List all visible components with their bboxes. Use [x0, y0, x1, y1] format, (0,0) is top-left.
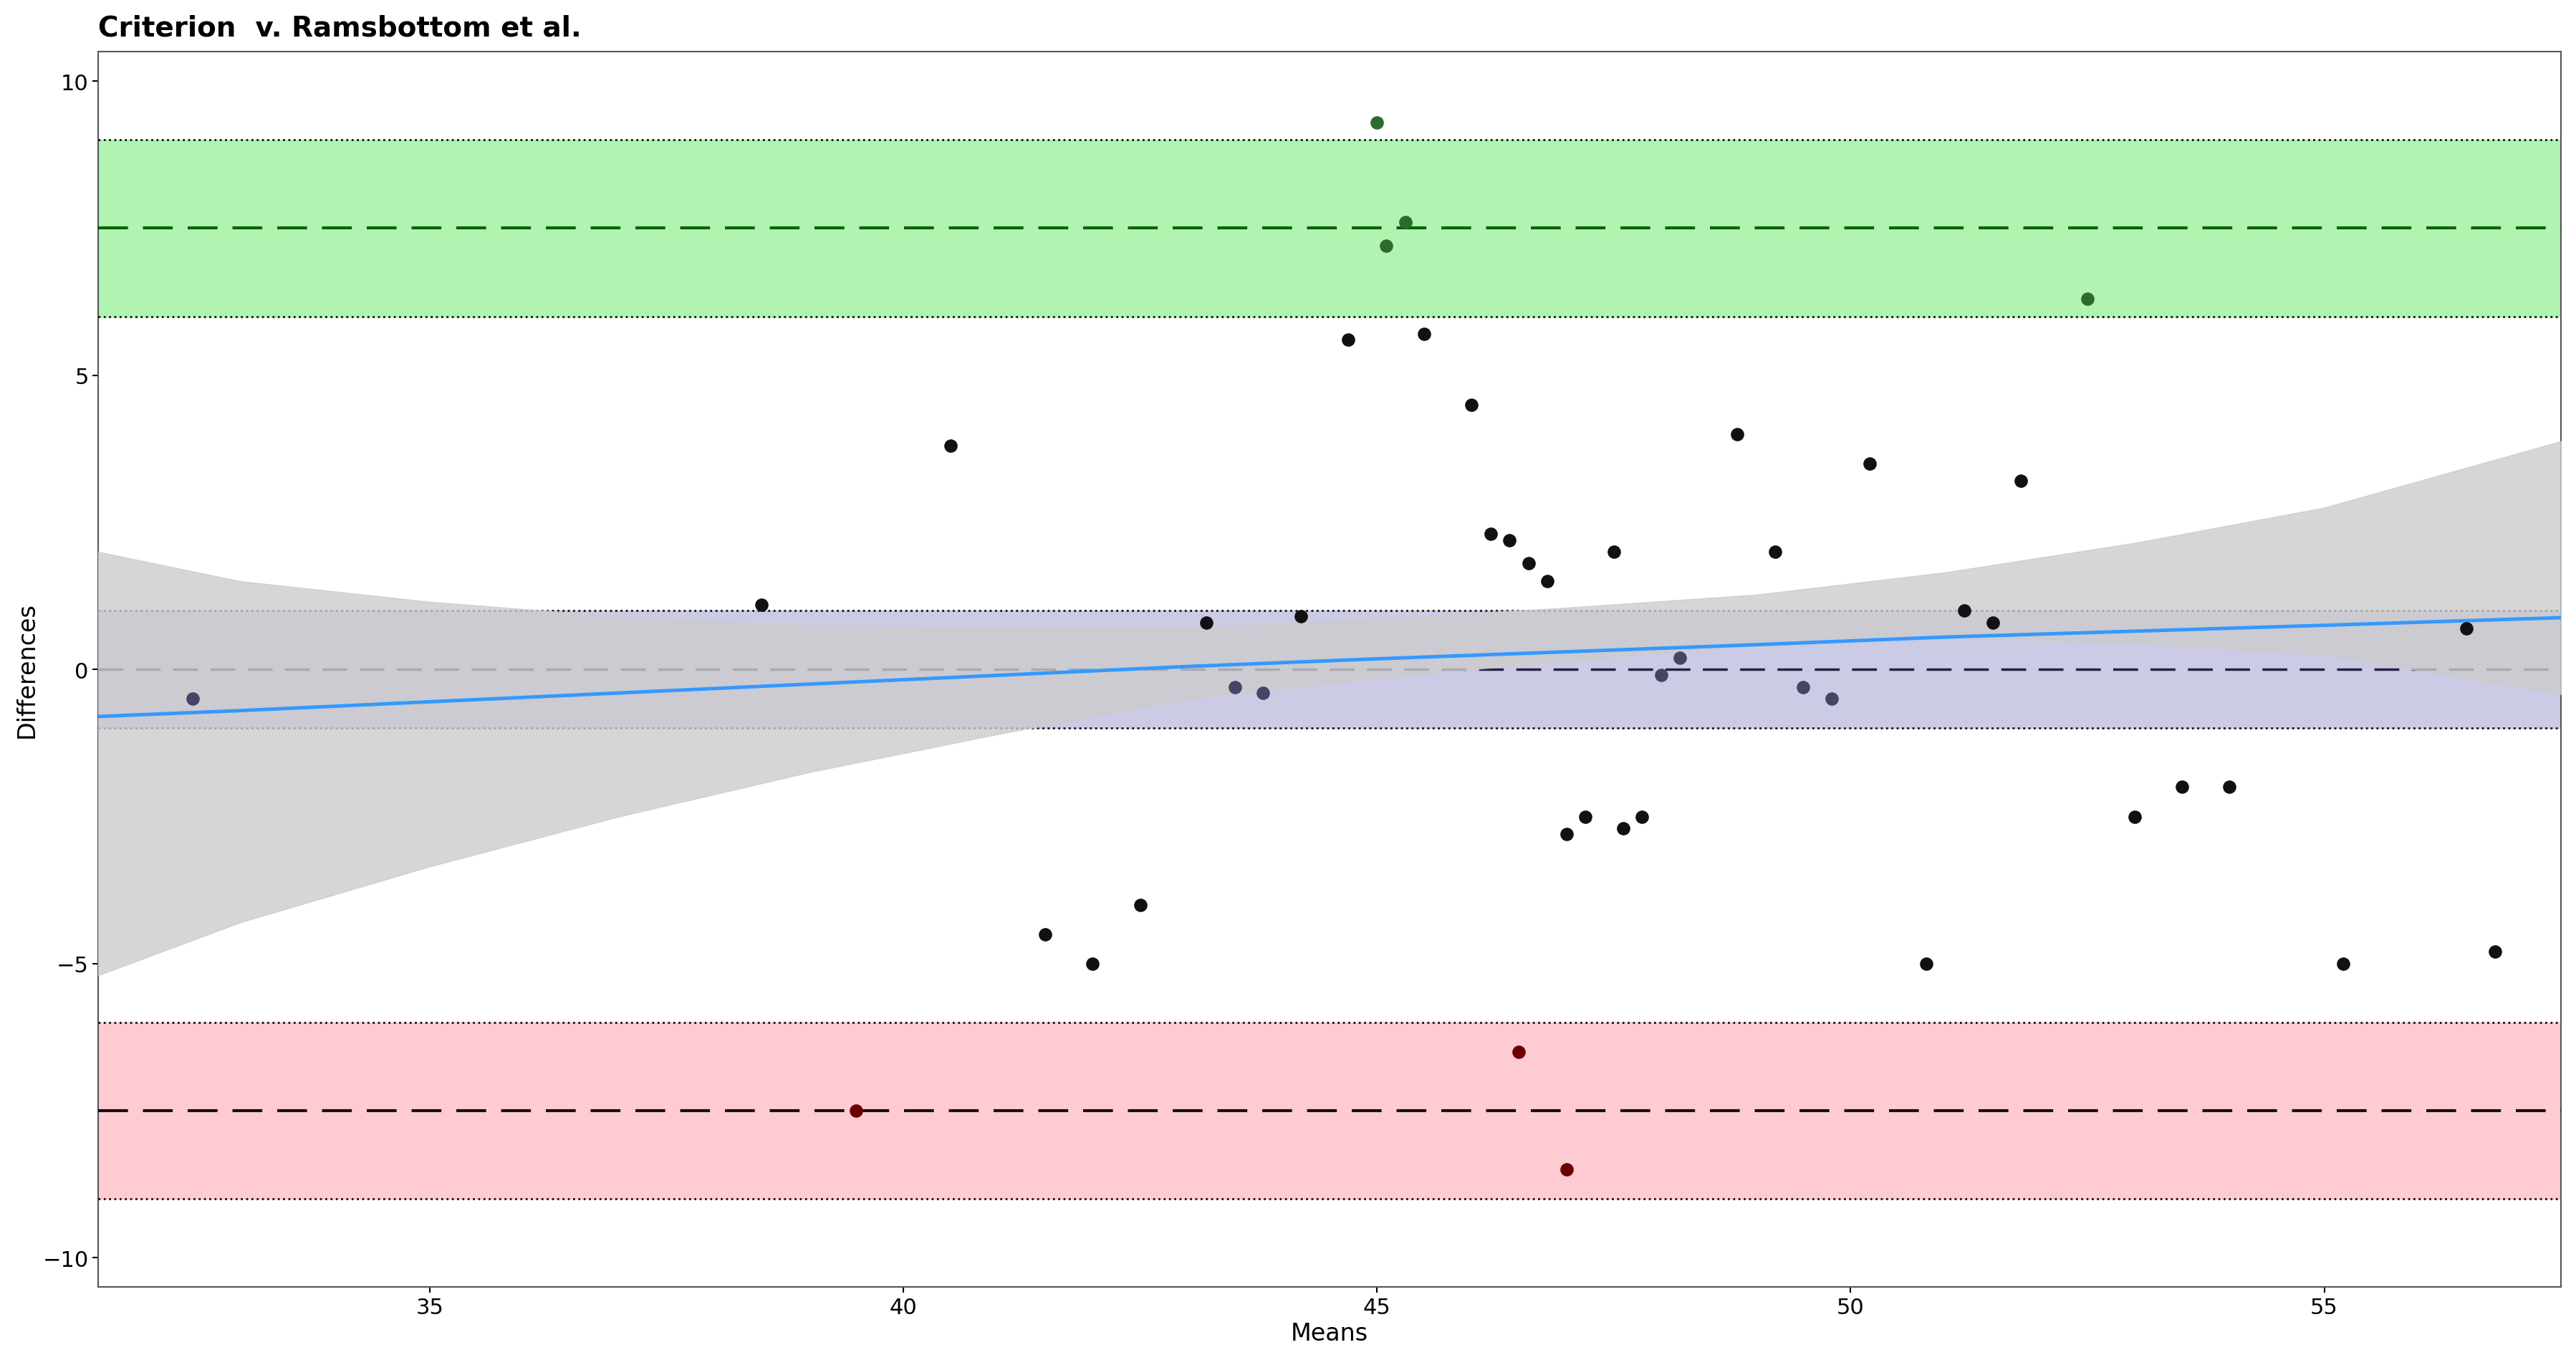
Y-axis label: Differences: Differences	[15, 601, 39, 737]
Point	[173, 688, 214, 710]
Point	[1973, 612, 2014, 634]
Point	[1499, 1042, 1540, 1064]
Point	[1072, 953, 1113, 975]
Point	[835, 1100, 876, 1122]
Point	[2161, 777, 2202, 798]
Point	[1906, 953, 1947, 975]
Point	[1404, 324, 1445, 345]
Point	[1620, 806, 1662, 828]
Bar	[98, 611, 2561, 729]
Point	[1471, 524, 1512, 545]
Bar	[98, 1023, 2561, 1200]
Point	[1641, 665, 1682, 687]
Point	[1783, 676, 1824, 698]
Point	[1386, 212, 1427, 234]
Point	[739, 594, 781, 616]
Point	[1592, 541, 1633, 563]
Point	[2208, 777, 2249, 798]
Point	[2002, 471, 2043, 492]
Point	[1185, 612, 1226, 634]
Point	[2115, 806, 2156, 828]
Point	[1546, 1159, 1587, 1180]
Point	[1213, 676, 1255, 698]
Point	[1811, 688, 1852, 710]
Point	[1602, 817, 1643, 839]
Point	[2445, 617, 2486, 639]
Point	[1489, 529, 1530, 551]
Point	[930, 435, 971, 457]
Point	[1450, 394, 1492, 416]
Text: Criterion  v. Ramsbottom et al.: Criterion v. Ramsbottom et al.	[98, 15, 582, 42]
Bar	[98, 140, 2561, 317]
Point	[1327, 329, 1368, 351]
Point	[1507, 554, 1548, 575]
Point	[1528, 571, 1569, 593]
Point	[1242, 683, 1283, 704]
Point	[1564, 806, 1605, 828]
Point	[1025, 923, 1066, 945]
Point	[1280, 607, 1321, 628]
Point	[2324, 953, 2365, 975]
Point	[1358, 112, 1399, 133]
Point	[1546, 824, 1587, 846]
Point	[1716, 424, 1757, 446]
Point	[1659, 647, 1700, 669]
Point	[1850, 453, 1891, 475]
Point	[2473, 941, 2514, 963]
Point	[1121, 894, 1162, 915]
Point	[1365, 235, 1406, 257]
Point	[1754, 541, 1795, 563]
X-axis label: Means: Means	[1291, 1322, 1368, 1345]
Point	[1945, 600, 1986, 622]
Point	[2066, 288, 2107, 310]
